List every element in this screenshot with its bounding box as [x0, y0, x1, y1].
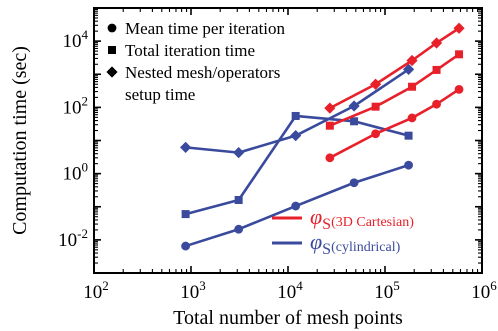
x-tick-base: 10	[83, 282, 102, 303]
phi-symbol: φ	[310, 229, 322, 254]
x-tick-label: 105	[374, 278, 400, 303]
x-tick-exponent: 2	[102, 278, 109, 293]
color-legend-text: (3D Cartesian)	[331, 215, 414, 230]
x-tick-base: 10	[374, 282, 393, 303]
x-tick-exponent: 4	[296, 278, 303, 293]
data-point-cylindrical-diamond-0	[180, 141, 192, 153]
data-point-cartesian-circle-2	[407, 113, 417, 123]
data-point-cylindrical-diamond-1	[233, 147, 245, 159]
data-point-cylindrical-square-0	[181, 210, 190, 219]
y-tick-label: 104	[63, 27, 89, 52]
marker-legend: Mean time per iteration Total iteration t…	[106, 19, 286, 104]
series-line-cartesian-square	[329, 53, 460, 127]
series-cylindrical-circle	[181, 160, 413, 251]
data-point-cylindrical-circle-2	[291, 201, 301, 211]
data-point-cartesian-circle-1	[371, 129, 380, 139]
x-tick-exponent: 3	[199, 278, 206, 293]
data-point-cartesian-diamond-3	[430, 37, 443, 49]
data-point-cartesian-square-4	[455, 50, 464, 59]
color-legend-text: (cylindrical)	[331, 240, 401, 255]
phi-subscript: S	[322, 216, 331, 233]
data-point-cartesian-circle-0	[325, 153, 335, 163]
data-point-cylindrical-diamond-3	[348, 100, 360, 112]
series-cartesian-circle	[325, 84, 464, 163]
x-tick-exponent: 5	[393, 278, 400, 293]
x-tick-label: 104	[277, 278, 303, 303]
x-tick-base: 10	[180, 282, 199, 303]
y-tick-exponent: 0	[82, 160, 89, 175]
data-point-cylindrical-circle-1	[234, 224, 244, 234]
axis-ticks	[93, 7, 483, 274]
data-point-cylindrical-circle-3	[349, 178, 359, 188]
y-tick-exponent: 4	[82, 27, 89, 42]
y-tick-base: 10	[63, 97, 82, 118]
data-marks	[180, 22, 465, 251]
data-point-cartesian-diamond-2	[406, 54, 418, 67]
data-point-cartesian-square-0	[325, 121, 334, 130]
y-tick-exponent: 2	[82, 93, 89, 108]
y-tick-label: 102	[63, 93, 89, 118]
legend-circle-label: Mean time per iteration	[125, 19, 286, 38]
y-tick-base: 10	[63, 31, 82, 52]
data-point-cartesian-square-1	[371, 102, 380, 111]
color-legend-label-0: φS(3D Cartesian)	[310, 204, 414, 233]
x-tick-label: 106	[471, 278, 497, 303]
data-point-cartesian-diamond-0	[324, 102, 336, 114]
data-point-cartesian-diamond-1	[369, 78, 382, 90]
legend-diamond-marker	[106, 66, 118, 78]
phi-subscript: S	[322, 241, 331, 258]
x-tick-label: 102	[83, 278, 109, 303]
data-point-cylindrical-square-3	[350, 117, 359, 126]
x-tick-exponent: 6	[490, 278, 497, 293]
x-tick-base: 10	[471, 282, 490, 303]
y-tick-exponent: -2	[77, 226, 88, 241]
data-point-cartesian-square-2	[408, 82, 417, 91]
data-point-cartesian-circle-3	[432, 99, 441, 109]
series-cartesian-square	[325, 50, 464, 130]
y-tick-base: 10	[63, 164, 82, 185]
color-legend-label-1: φS(cylindrical)	[310, 229, 401, 258]
phi-symbol: φ	[310, 204, 322, 229]
data-point-cylindrical-circle-4	[404, 160, 413, 170]
series-cylindrical-diamond	[180, 63, 415, 159]
x-tick-label: 103	[180, 278, 206, 303]
y-axis-label: Computation time (sec)	[9, 46, 31, 235]
data-point-cartesian-square-3	[432, 65, 441, 74]
data-point-cylindrical-diamond-2	[290, 130, 302, 142]
y-tick-label: 100	[63, 160, 89, 185]
series-cylindrical-square	[181, 111, 413, 219]
data-point-cylindrical-square-4	[404, 131, 413, 140]
data-point-cylindrical-square-1	[234, 195, 243, 204]
color-legend: φS(3D Cartesian)φS(cylindrical)	[272, 204, 414, 258]
legend-square-marker	[108, 46, 116, 54]
data-point-cylindrical-diamond-4	[402, 63, 415, 76]
series-cartesian-diamond	[324, 22, 465, 114]
data-point-cylindrical-square-2	[291, 111, 300, 120]
legend-diamond-label-line-0: Nested mesh/operators	[125, 63, 280, 82]
data-point-cartesian-circle-4	[454, 84, 464, 94]
data-point-cylindrical-circle-0	[181, 241, 191, 251]
x-tick-base: 10	[277, 282, 296, 303]
data-point-cartesian-diamond-4	[453, 22, 465, 34]
legend-square-label: Total iteration time	[125, 41, 255, 60]
x-axis-label: Total number of mesh points	[173, 307, 403, 329]
y-tick-base: 10	[58, 230, 77, 251]
series-line-cartesian-circle	[329, 88, 460, 159]
y-tick-label: 10-2	[58, 226, 88, 251]
legend-diamond-label-line-1: setup time	[125, 85, 195, 104]
legend-circle-marker	[107, 23, 117, 33]
